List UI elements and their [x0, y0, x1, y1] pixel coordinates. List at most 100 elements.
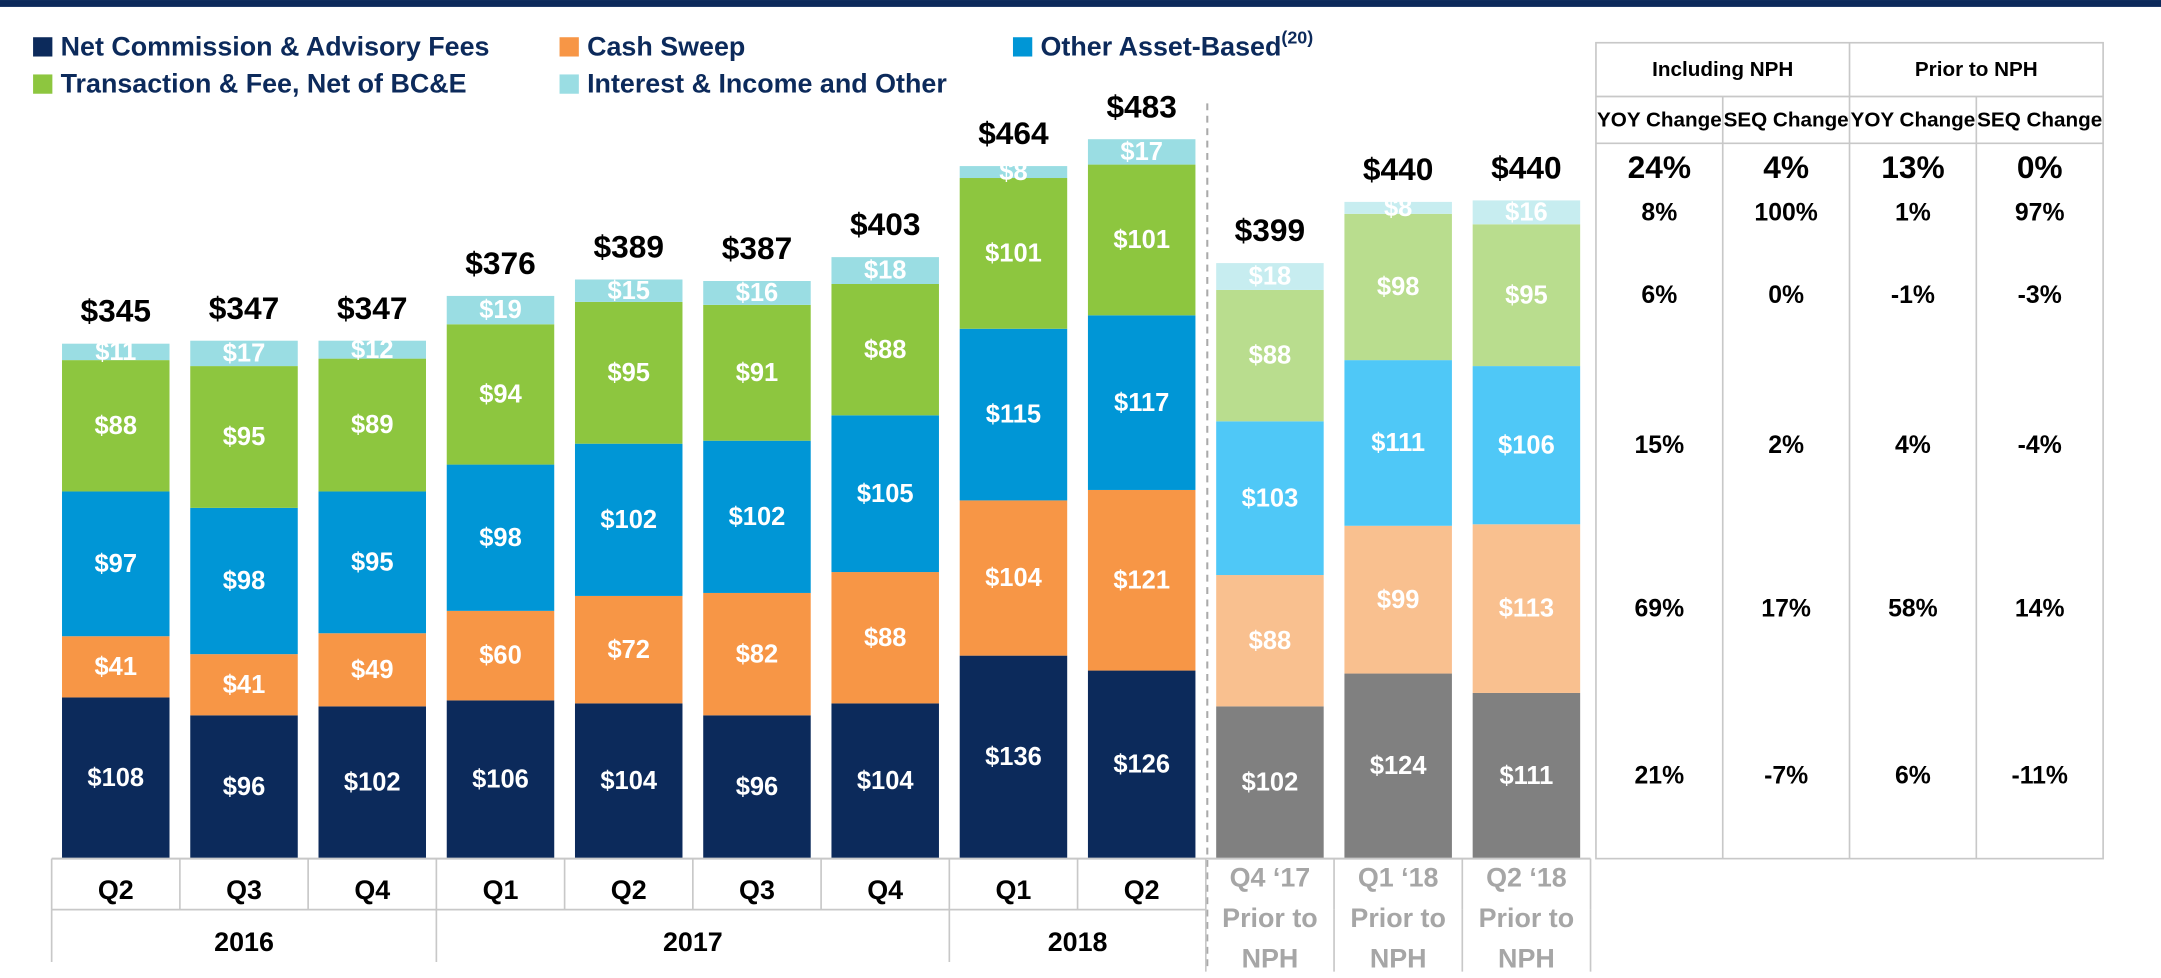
bar-segment	[62, 636, 170, 698]
table-total-cell: 13%	[1881, 149, 1944, 185]
table-cell: 6%	[1895, 763, 1931, 790]
bar-segment	[1472, 224, 1581, 367]
bar-segment	[574, 301, 683, 444]
x-tick-label: NPH	[1370, 944, 1427, 974]
bar-segment	[1472, 366, 1581, 525]
bar-segment	[318, 706, 426, 859]
bar-segment	[959, 655, 1068, 859]
value-label: $82	[736, 640, 779, 668]
x-tick-label: Q2	[1124, 875, 1160, 905]
value-label: $19	[479, 296, 522, 324]
table-cell: 1%	[1895, 199, 1931, 226]
x-tick-label: Q3	[226, 875, 262, 905]
year-label: 2016	[214, 927, 274, 957]
bar-segment	[703, 281, 811, 305]
total-label: $345	[81, 293, 152, 329]
bar-segment	[1087, 164, 1196, 316]
legend-swatch	[33, 74, 53, 94]
value-label: $105	[857, 480, 914, 508]
table-total-cell: 0%	[2017, 149, 2063, 185]
value-label: $101	[985, 240, 1042, 268]
value-label: $88	[864, 624, 907, 652]
value-label: $8	[999, 158, 1027, 186]
value-label: $18	[864, 257, 907, 285]
table-cell: 100%	[1754, 199, 1817, 226]
value-label: $12	[351, 336, 394, 364]
bar-segment	[574, 443, 683, 596]
bar-segment	[1216, 706, 1324, 859]
total-label: $440	[1491, 149, 1561, 185]
x-tick-label: Q2	[98, 875, 134, 905]
total-label: $389	[593, 229, 664, 265]
bar-segment	[62, 343, 170, 361]
bar-segment	[703, 715, 811, 859]
bar-segment	[1344, 525, 1452, 674]
value-label: $95	[351, 548, 394, 576]
bar-segment	[1344, 201, 1452, 214]
bar-segment	[1472, 524, 1581, 693]
value-label: $8	[1384, 194, 1412, 222]
legend-label: Interest & Income and Other	[587, 69, 947, 99]
x-tick-label: Q4	[867, 875, 903, 905]
total-label: $440	[1363, 151, 1434, 187]
legend-swatch	[33, 37, 53, 57]
table-total-cell: 24%	[1628, 149, 1691, 185]
table-column-header: YOY Change	[1851, 109, 1976, 132]
x-tick-label: Prior to	[1222, 903, 1318, 933]
legend-swatch	[559, 74, 579, 94]
value-label: $99	[1377, 586, 1420, 614]
table-cell: 2%	[1768, 432, 1804, 459]
value-label: $101	[1113, 226, 1170, 254]
value-label: $96	[736, 773, 779, 801]
bar-segment	[1472, 200, 1581, 225]
bar-segment	[190, 366, 298, 508]
value-label: $115	[986, 401, 1041, 429]
top-rule	[0, 0, 2161, 7]
total-label: $347	[337, 290, 408, 326]
value-label: $102	[344, 769, 401, 797]
value-label: $121	[1113, 566, 1170, 594]
bar-segment	[1344, 213, 1452, 361]
table-total-cell: 4%	[1763, 149, 1809, 185]
legend-label-text: Transaction & Fee, Net of BC&E	[61, 69, 467, 99]
bar-segment	[446, 295, 555, 325]
bar-segment	[703, 440, 811, 593]
value-label: $117	[1114, 389, 1169, 417]
value-label: $88	[1249, 627, 1292, 655]
value-label: $91	[736, 359, 779, 387]
bar-segment	[318, 340, 426, 359]
value-label: $17	[223, 340, 266, 368]
bar-segment	[62, 697, 170, 859]
value-label: $98	[1377, 273, 1420, 301]
table-column-header: SEQ Change	[1977, 109, 2102, 132]
table-column-header: YOY Change	[1597, 109, 1722, 132]
bar-segment	[190, 507, 298, 655]
legend-label: Net Commission & Advisory Fees	[61, 31, 490, 61]
bar-segment	[318, 358, 426, 492]
bar-segment	[831, 283, 939, 416]
bar-segment	[1344, 673, 1452, 859]
x-tick-label: NPH	[1498, 944, 1555, 974]
legend-label: Transaction & Fee, Net of BC&E	[61, 69, 467, 99]
bar-segment	[574, 279, 683, 302]
bar-segment	[446, 464, 555, 611]
legend-label-text: Cash Sweep	[587, 31, 745, 61]
table-cell: 17%	[1761, 596, 1811, 623]
bar-segment	[446, 610, 555, 701]
year-label: 2017	[663, 927, 723, 957]
value-label: $104	[985, 564, 1043, 592]
bar-segment	[1087, 670, 1196, 859]
x-tick-label: Q4	[354, 875, 390, 905]
value-label: $88	[864, 336, 907, 364]
table-column-header: SEQ Change	[1724, 109, 1849, 132]
table-cell: 15%	[1635, 432, 1685, 459]
bar-segment	[446, 324, 555, 465]
value-label: $94	[479, 381, 522, 409]
bar-segment	[703, 592, 811, 716]
value-label: $16	[736, 279, 779, 307]
legend-label: Cash Sweep	[587, 31, 745, 61]
value-label: $111	[1499, 762, 1553, 790]
value-label: $102	[600, 506, 657, 534]
value-label: $96	[223, 773, 266, 801]
value-label: $111	[1371, 429, 1425, 457]
